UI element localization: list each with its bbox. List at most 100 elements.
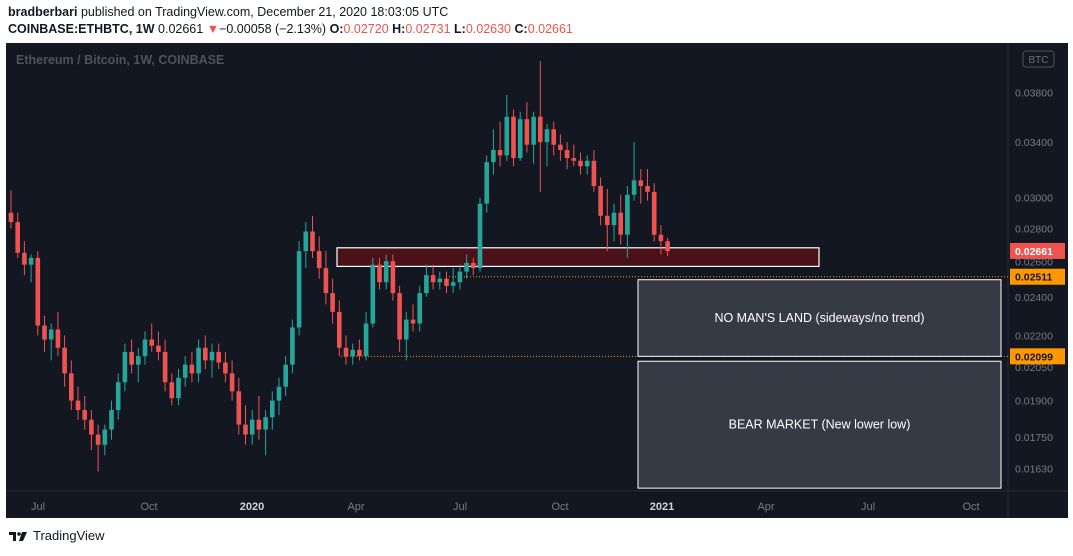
candle-body	[249, 419, 255, 435]
candle-body	[404, 319, 409, 340]
candle-body	[316, 251, 322, 269]
candle-body	[55, 329, 61, 348]
y-tick-label: 0.01900	[1015, 396, 1053, 408]
tradingview-logo-icon[interactable]	[8, 529, 28, 543]
candle-body	[136, 356, 141, 365]
candle-body	[390, 261, 396, 294]
publish-info: bradberbari published on TradingView.com…	[8, 5, 448, 19]
level-badge	[1010, 348, 1065, 365]
candle-body	[410, 319, 416, 324]
change-down-icon: ▼	[206, 22, 220, 36]
candle-body	[276, 386, 282, 401]
candle-body	[109, 410, 114, 430]
x-tick-label: 2020	[240, 501, 264, 513]
candle-body	[357, 349, 362, 357]
author-name[interactable]: bradberbari	[8, 5, 78, 19]
candle-body	[296, 251, 302, 328]
candle-body	[15, 222, 20, 253]
candle-body	[303, 231, 309, 252]
x-tick-label: Oct	[140, 501, 157, 513]
candle-body	[598, 186, 603, 216]
candle-body	[42, 325, 47, 340]
level-label: 0.02511	[1015, 272, 1053, 284]
footer: TradingView	[8, 528, 105, 543]
y-tick-label: 0.02800	[1015, 223, 1053, 235]
candle-body	[203, 347, 208, 361]
candle-body	[236, 391, 242, 425]
candle-body	[129, 351, 134, 365]
candle-body	[611, 212, 617, 226]
candle-body	[517, 119, 523, 159]
y-tick-label: 0.01750	[1015, 432, 1053, 444]
candle-body	[524, 119, 530, 145]
candle-body	[62, 347, 67, 374]
candle-body	[578, 160, 583, 167]
x-tick-label: Jul	[861, 501, 875, 513]
candlestick-chart[interactable]: Ethereum / Bitcoin, 1W, COINBASE BTC 0.038…	[6, 43, 1068, 518]
candle-body	[256, 419, 262, 430]
last-price-label: 0.02661	[1015, 246, 1053, 258]
candle-body	[551, 129, 556, 145]
candle-body	[290, 327, 295, 365]
candle-body	[544, 129, 550, 143]
candle-body	[350, 349, 355, 357]
candle-body	[477, 203, 483, 269]
candle-body	[115, 382, 121, 411]
low-label: L:	[454, 22, 466, 36]
candle-body	[638, 180, 644, 187]
currency-box	[1022, 50, 1055, 68]
annotation-box	[637, 279, 1002, 357]
x-tick-label: Apr	[347, 501, 364, 513]
price-change: −0.00058 (−2.13%)	[219, 22, 327, 36]
last-price-badge	[1010, 242, 1065, 259]
candle-body	[28, 257, 34, 265]
chart-area[interactable]: Ethereum / Bitcoin, 1W, COINBASE BTC 0.038…	[6, 43, 1068, 518]
candle-body	[370, 264, 376, 324]
candle-body	[122, 351, 128, 383]
y-tick-label: 0.02200	[1015, 330, 1053, 342]
candle-body	[35, 257, 41, 326]
candle-body	[450, 282, 456, 286]
candle-body	[8, 212, 14, 223]
candle-body	[182, 364, 188, 378]
level-badge	[1010, 268, 1065, 285]
candle-body	[229, 373, 235, 392]
candle-body	[22, 252, 27, 265]
candle-body	[444, 278, 449, 286]
candle-body	[243, 424, 248, 435]
candle-body	[310, 231, 315, 252]
candle-body	[377, 264, 382, 283]
footer-brand[interactable]: TradingView	[33, 528, 105, 543]
x-tick-label: Oct	[962, 501, 979, 513]
x-tick-label: Jul	[453, 501, 467, 513]
candle-body	[558, 144, 563, 151]
candle-body	[591, 160, 597, 187]
y-tick-label: 0.02400	[1015, 292, 1053, 304]
candle-body	[397, 293, 402, 340]
candle-body	[457, 271, 463, 283]
candle-body	[651, 191, 657, 235]
candle-body	[343, 347, 349, 357]
candle-body	[363, 323, 369, 357]
candle-body	[538, 116, 543, 143]
candle-body	[571, 158, 577, 161]
candle-body	[323, 268, 329, 294]
y-tick-label: 0.03400	[1015, 137, 1053, 149]
y-tick-label: 0.02050	[1015, 362, 1053, 374]
y-tick-label: 0.02600	[1015, 256, 1053, 268]
candle-body	[584, 160, 590, 167]
y-tick-label: 0.01630	[1015, 464, 1053, 476]
candle-body	[484, 162, 489, 204]
candle-body	[270, 400, 275, 418]
annotation-label: NO MAN'S LAND (sideways/no trend)	[714, 311, 924, 325]
candle-body	[142, 339, 148, 357]
candle-body	[149, 339, 154, 346]
candle-body	[471, 262, 476, 269]
candle-body	[645, 186, 650, 192]
candle-body	[102, 429, 108, 445]
low-value: 0.02630	[465, 22, 512, 36]
symbol-label: COINBASE:ETHBTC, 1W	[8, 22, 155, 36]
candle-body	[69, 373, 74, 401]
annotation-label: BEAR MARKET (New lower low)	[729, 418, 911, 432]
candle-body	[189, 364, 195, 374]
